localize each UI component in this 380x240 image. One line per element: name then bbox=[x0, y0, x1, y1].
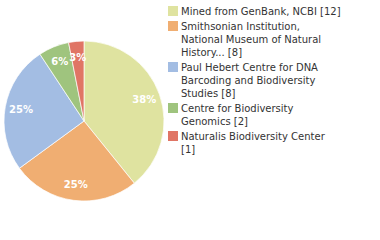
legend-label: Naturalis Biodiversity Center[1] bbox=[181, 131, 326, 155]
legend-label: Mined from GenBank, NCBI [12] bbox=[181, 6, 341, 17]
legend-swatch bbox=[168, 6, 178, 16]
legend-label: Paul Hebert Centre for DNABarcoding and … bbox=[181, 62, 318, 99]
legend-swatch bbox=[168, 103, 178, 113]
legend-label: Smithsonian Institution,National Museum … bbox=[181, 21, 321, 58]
legend-swatch bbox=[168, 131, 178, 141]
data-label: 25% bbox=[64, 179, 88, 190]
chart: 38% 25% 25% 6%3% Mined from GenBank, NCBI [1… bbox=[0, 0, 380, 240]
data-label: 3% bbox=[69, 52, 86, 63]
data-label: 25% bbox=[9, 104, 33, 115]
legend-label: Centre for BiodiversityGenomics [2] bbox=[181, 103, 294, 127]
legend-swatch bbox=[168, 62, 178, 72]
pie bbox=[4, 41, 164, 201]
legend-swatch bbox=[168, 21, 178, 31]
data-label: 6% bbox=[51, 56, 68, 67]
data-label: 38% bbox=[132, 94, 156, 105]
legend: Mined from GenBank, NCBI [12] Smithsonian… bbox=[168, 6, 341, 155]
